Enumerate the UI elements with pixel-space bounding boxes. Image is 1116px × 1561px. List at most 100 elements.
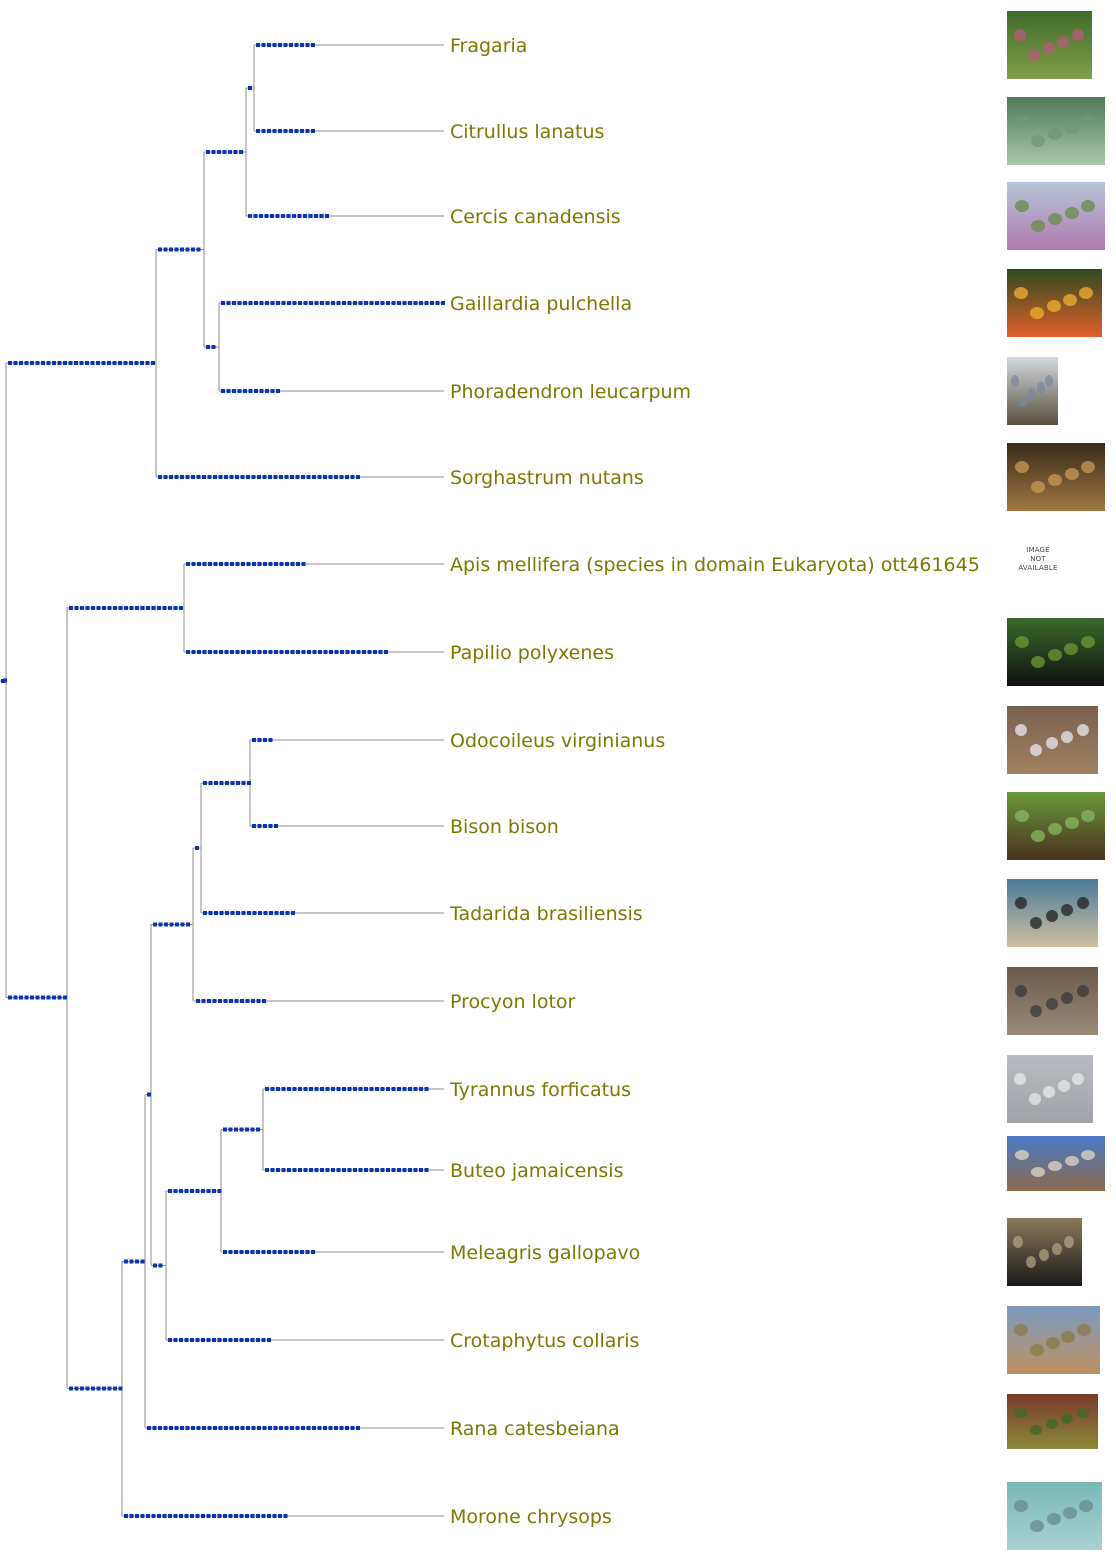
leaf-branch-dots [334, 475, 338, 479]
internal-branch-dots [134, 361, 139, 365]
internal-branch-dots [113, 1386, 117, 1391]
internal-branch-dots [69, 606, 73, 610]
internal-branch-dots [169, 922, 174, 927]
internal-branch-dots [222, 150, 227, 154]
leaf-branch-dots [243, 389, 247, 393]
leaf-branch-dots [351, 650, 355, 654]
leaf-branch-dots [319, 214, 324, 218]
leaf-branch-dots [168, 1514, 172, 1518]
leaf-branch-dots [265, 1087, 269, 1091]
species-photo [1007, 1306, 1100, 1374]
root-dot [1, 679, 5, 683]
leaf-branch-dots [196, 1426, 201, 1430]
leaf-branch-dots [336, 301, 341, 305]
leaf-branch-dots [236, 911, 240, 915]
leaf-branch-dots [197, 650, 201, 654]
leaf-branch-dots [268, 738, 273, 742]
internal-branch-dots [90, 361, 95, 365]
leaf-branch-dots [364, 301, 368, 305]
internal-branch-dots [35, 995, 40, 1000]
internal-branch-dots [185, 247, 190, 252]
leaf-branch-dots [256, 1514, 260, 1518]
leaf-branch-dots [280, 911, 284, 915]
leaf-branch-dots [263, 911, 268, 915]
leaf-branch-dots [267, 1250, 271, 1254]
leaf-branch-dots [214, 911, 218, 915]
leaf-branch-dots [196, 999, 200, 1003]
leaf-branch-dots [224, 650, 229, 654]
leaf-branch-dots [196, 475, 201, 479]
internal-branch-dots [214, 781, 218, 785]
leaf-branch-dots [259, 214, 263, 218]
leaf-branch-dots [252, 738, 256, 742]
leaf-branch-dots [402, 301, 407, 305]
leaf-label: Morone chrysops [450, 1506, 612, 1528]
leaf-branch-dots [239, 1250, 244, 1254]
leaf-branch-dots [173, 1338, 178, 1342]
leaf-branch-dots [289, 1250, 293, 1254]
leaf-branch-dots [435, 301, 440, 305]
leaf-branch-dots [275, 214, 280, 218]
internal-branch-dots [91, 606, 95, 610]
leaf-branch-dots [323, 475, 327, 479]
leaf-branch-dots [270, 1087, 275, 1091]
internal-branch-dots [206, 345, 210, 349]
leaf-branch-dots [386, 1087, 390, 1091]
leaf-branch-dots [224, 475, 228, 479]
leaf-branch-dots [342, 301, 346, 305]
leaf-branch-dots [281, 301, 286, 305]
leaf-branch-dots [263, 824, 267, 828]
internal-branch-dots [201, 1189, 205, 1193]
leaf-branch-dots [380, 301, 385, 305]
leaf-branch-dots [294, 1250, 299, 1254]
leaf-branch-dots [229, 999, 233, 1003]
species-photo [1007, 879, 1098, 947]
leaf-branch-dots [384, 650, 388, 654]
internal-branch-dots [153, 1263, 157, 1268]
leaf-label: Papilio polyxenes [450, 642, 614, 664]
leaf-branch-dots [391, 1168, 396, 1172]
internal-branch-dots [168, 1189, 172, 1193]
leaf-branch-dots [219, 562, 223, 566]
leaf-branch-dots [223, 1250, 227, 1254]
leaf-branch-dots [314, 1087, 319, 1091]
leaf-branch-dots [283, 1514, 288, 1518]
internal-branch-dots [230, 781, 235, 785]
leaf-branch-dots [263, 562, 267, 566]
leaf-branch-dots [241, 911, 246, 915]
leaf-branch-dots [252, 911, 257, 915]
leaf-branch-dots [240, 1426, 245, 1430]
leaf-branch-dots [311, 129, 315, 133]
leaf-branch-dots [323, 1426, 327, 1430]
leaf-branch-dots [146, 1514, 150, 1518]
internal-branch-dots [41, 361, 45, 365]
internal-branch-dots [245, 1127, 249, 1132]
internal-branch-dots [102, 606, 106, 610]
leaf-branch-dots [223, 1338, 227, 1342]
leaf-branch-dots [356, 650, 361, 654]
internal-branch-dots [8, 995, 12, 1000]
leaf-branch-dots [235, 650, 240, 654]
leaf-branch-dots [290, 562, 295, 566]
branch-dot-markers [1, 43, 445, 1518]
leaf-branch-dots [247, 911, 251, 915]
internal-branch-dots [173, 606, 178, 610]
leaf-branch-dots [190, 1514, 194, 1518]
leaf-branch-dots [350, 475, 355, 479]
svg-text:IMAGE: IMAGE [1026, 546, 1050, 554]
leaf-branch-dots [229, 475, 234, 479]
leaf-branch-dots [168, 1338, 172, 1342]
leaf-branch-dots [261, 1250, 266, 1254]
leaf-label: Rana catesbeiana [450, 1418, 620, 1440]
leaf-branch-dots [251, 475, 256, 479]
internal-branch-dots [85, 1386, 90, 1391]
leaf-branch-dots [300, 129, 304, 133]
leaf-branch-dots [301, 562, 306, 566]
leaf-branch-dots [124, 1514, 128, 1518]
species-photo [1007, 97, 1105, 165]
leaf-branch-dots [223, 999, 228, 1003]
leaf-branch-dots [258, 911, 262, 915]
leaf-branch-dots [290, 475, 294, 479]
internal-branch-dots [164, 922, 168, 927]
leaf-branch-dots [269, 911, 273, 915]
